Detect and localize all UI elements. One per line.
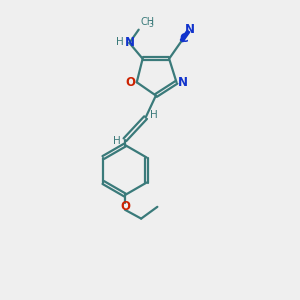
Text: O: O bbox=[120, 200, 130, 213]
Text: N: N bbox=[185, 23, 195, 36]
Text: H: H bbox=[150, 110, 158, 120]
Text: H: H bbox=[116, 37, 124, 47]
Text: O: O bbox=[125, 76, 135, 89]
Text: H: H bbox=[113, 136, 121, 146]
Text: CH: CH bbox=[140, 17, 154, 27]
Text: N: N bbox=[124, 36, 134, 49]
Text: C: C bbox=[179, 32, 188, 45]
Text: N: N bbox=[178, 76, 188, 89]
Text: 3: 3 bbox=[149, 20, 154, 29]
